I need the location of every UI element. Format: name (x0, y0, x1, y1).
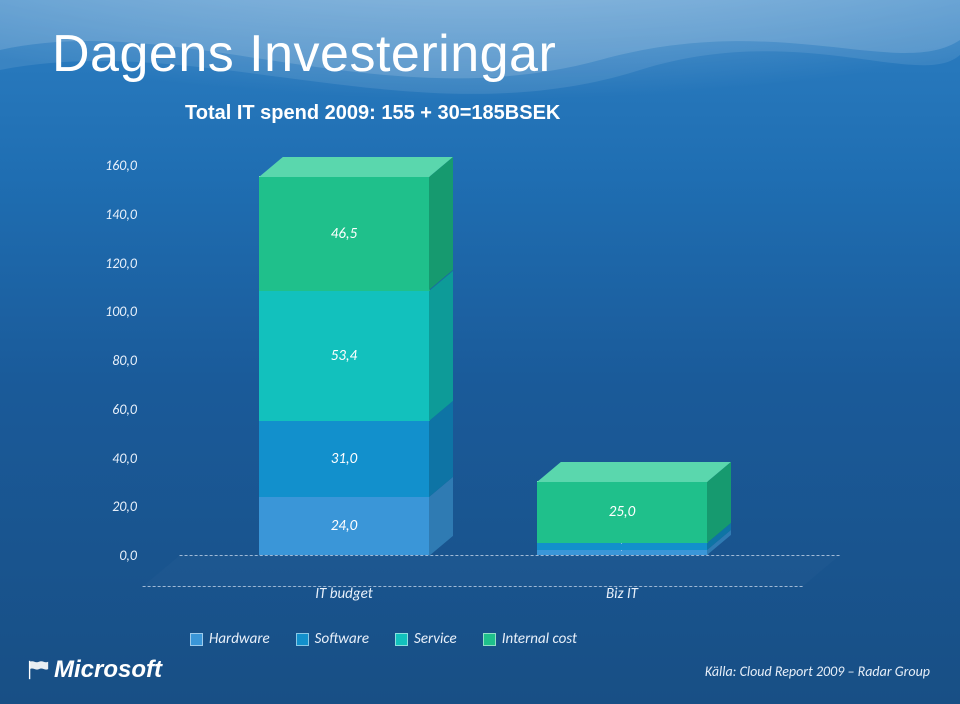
bar-segment-side (429, 271, 453, 421)
bar-segment (259, 496, 430, 556)
legend-item: Software (296, 630, 369, 648)
legend-swatch (395, 633, 408, 646)
bar-segment (537, 542, 708, 550)
y-tick-label: 0,0 (82, 547, 137, 564)
bar-segment (537, 481, 708, 543)
category-label: IT budget (259, 585, 429, 603)
microsoft-flag-icon (28, 659, 50, 681)
bar-segment (259, 290, 430, 421)
legend-swatch (296, 633, 309, 646)
legend-label: Software (315, 630, 369, 648)
bar-segment (259, 420, 430, 497)
subtitle: Total IT spend 2009: 155 + 30=185BSEK (185, 102, 560, 125)
y-tick-label: 160,0 (82, 157, 137, 174)
bar-segment-side (429, 157, 453, 290)
bar-top-cap (537, 462, 731, 482)
slide: Dagens Investeringar Total IT spend 2009… (0, 0, 960, 704)
y-tick-label: 20,0 (82, 498, 137, 515)
bar-column: 2,03,025,0 (537, 482, 707, 555)
y-tick-label: 40,0 (82, 450, 137, 467)
legend: Hardware Software Service Internal cost (190, 630, 577, 648)
microsoft-logo: Microsoft (28, 656, 162, 684)
legend-item: Internal cost (483, 630, 577, 648)
y-tick-label: 140,0 (82, 206, 137, 223)
y-tick-label: 100,0 (82, 303, 137, 320)
chart-floor (142, 555, 802, 585)
legend-label: Internal cost (502, 630, 577, 648)
page-title: Dagens Investeringar (52, 24, 556, 84)
microsoft-logo-text: Microsoft (54, 656, 162, 684)
stacked-bar-chart: 0,020,040,060,080,0100,0120,0140,0160,0 … (82, 165, 842, 605)
bar-column: 24,031,053,446,5 (259, 177, 429, 555)
legend-item: Service (395, 630, 457, 648)
legend-label: Hardware (209, 630, 270, 648)
y-tick-label: 80,0 (82, 352, 137, 369)
legend-item: Hardware (190, 630, 270, 648)
legend-swatch (190, 633, 203, 646)
bar-segment (259, 176, 430, 290)
y-tick-label: 120,0 (82, 255, 137, 272)
source-citation: Källa: Cloud Report 2009 – Radar Group (705, 663, 930, 680)
legend-swatch (483, 633, 496, 646)
bar-top-cap (259, 157, 453, 177)
category-label: Biz IT (537, 585, 707, 603)
plot-area: 24,031,053,446,5 2,03,025,0 (142, 165, 802, 575)
y-tick-label: 60,0 (82, 401, 137, 418)
legend-label: Service (414, 630, 457, 648)
